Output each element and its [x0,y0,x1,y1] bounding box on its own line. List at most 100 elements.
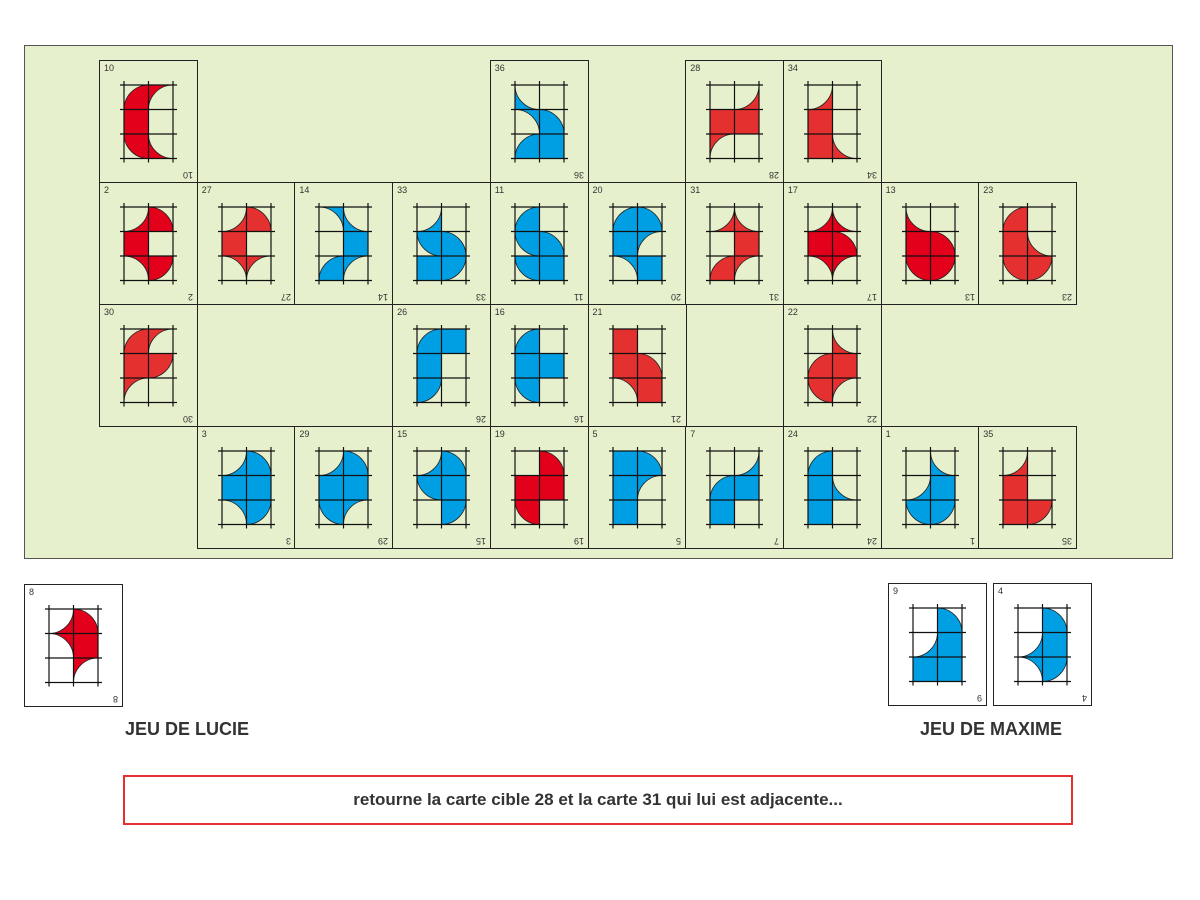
card-36[interactable]: 36 36 [489,60,589,183]
card-number: 23 [983,185,994,195]
pattern-cell [1027,499,1053,525]
pattern-cell [538,133,565,159]
card-number: 11 [494,185,505,195]
card-number: 13 [885,185,896,195]
card-27[interactable]: 27 27 [196,182,296,305]
pattern-cell [514,133,540,159]
pattern-cell [343,231,369,257]
card-21[interactable]: 21 21 [587,304,687,427]
card-10[interactable]: 10 10 [99,60,198,183]
pattern-cell [441,499,467,525]
card-23[interactable]: 23 23 [978,182,1078,305]
card-number: 28 [690,63,701,73]
pattern-cell [831,377,857,403]
card-number: 4 [998,586,1004,596]
card-number-inverted: 23 [1062,292,1073,302]
card-29[interactable]: 29 29 [294,426,394,549]
game-board: 10 10 36 36 28 28 34 34 2 2 27 27 14 14 33 33 11 11 20 20 31… [24,45,1173,559]
pattern-cell [318,255,345,281]
card-16[interactable]: 16 16 [489,304,589,427]
pattern-cell [612,499,638,525]
pattern-cell [937,632,963,658]
card-number: 29 [299,429,310,439]
pattern-cell [123,377,149,403]
card-13[interactable]: 13 13 [880,182,980,305]
card-number: 16 [494,307,505,317]
pattern-cell [319,450,345,476]
pattern-cell [905,231,931,257]
pattern-cell [1002,499,1029,525]
card-26[interactable]: 26 26 [392,304,492,427]
card-14[interactable]: 14 14 [294,182,394,305]
pattern-cell [123,231,149,257]
card-34[interactable]: 34 34 [782,60,882,183]
pattern-cell [148,328,174,354]
pattern-cell [937,656,963,682]
card-15[interactable]: 15 15 [392,426,492,549]
pattern-cell [148,84,174,110]
pattern-cell [245,475,272,501]
card-28[interactable]: 28 28 [685,60,785,183]
pattern-cell [636,353,662,379]
pattern-cell [1042,607,1068,633]
card-pattern [315,447,373,529]
card-number-inverted: 4 [1081,693,1087,703]
pattern-cell [807,109,833,135]
pattern-cell [538,475,565,501]
card-33[interactable]: 33 33 [392,182,492,305]
card-pattern [510,203,568,285]
card-number-inverted: 2 [187,292,193,302]
card-19[interactable]: 19 19 [489,426,589,549]
card-30[interactable]: 30 30 [99,304,198,427]
card-24[interactable]: 24 24 [782,426,882,549]
pattern-cell [1002,475,1029,501]
pattern-cell [343,499,369,525]
pattern-cell [636,475,662,501]
card-number-inverted: 3 [285,536,291,546]
pattern-cell [709,475,736,501]
pattern-cell [929,450,955,476]
card-number-inverted: 13 [964,292,975,302]
pattern-cell [734,255,760,281]
card-pattern [999,447,1057,529]
card-31[interactable]: 31 31 [685,182,785,305]
pattern-cell [123,133,149,159]
card-number-inverted: 20 [671,292,682,302]
pattern-cell [514,499,540,525]
pattern-cell [612,475,638,501]
card-number-inverted: 28 [769,170,780,180]
card-number: 33 [397,185,408,195]
card-number-inverted: 33 [476,292,487,302]
card-17[interactable]: 17 17 [782,182,882,305]
card-number-inverted: 9 [976,693,982,703]
card-pattern [510,447,568,529]
pattern-cell [318,499,345,525]
card-11[interactable]: 11 11 [489,182,589,305]
card-number: 2 [104,185,110,195]
pattern-cell [441,328,467,354]
pattern-cell [73,608,99,634]
pattern-cell [148,353,174,379]
pattern-cell [1027,231,1053,257]
pattern-cell [612,377,638,403]
pattern-cell [831,133,857,159]
card-pattern [803,81,861,163]
pattern-cell [709,255,736,281]
pattern-cell [123,84,149,110]
card-pattern [803,203,861,285]
pattern-cell [1002,255,1029,281]
card-35[interactable]: 35 35 [978,426,1078,549]
card-22[interactable]: 22 22 [782,304,882,427]
pattern-cell [807,84,833,110]
pattern-cell [73,633,99,659]
card-20[interactable]: 20 20 [587,182,687,305]
pattern-cell [73,657,99,683]
